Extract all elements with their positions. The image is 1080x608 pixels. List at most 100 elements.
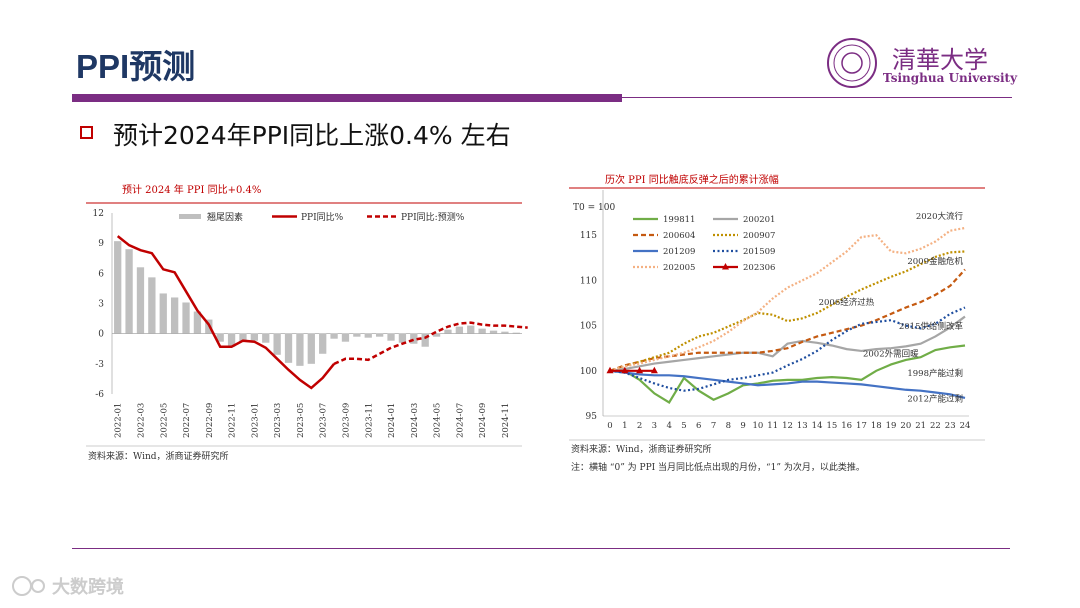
left-bar <box>262 333 270 343</box>
left-xtick-label: 2022-05 <box>159 403 169 438</box>
page-title: PPI预测 <box>76 48 196 85</box>
left-ytick-label: 12 <box>93 209 104 219</box>
left-bar <box>125 249 133 334</box>
right-legend-label: 201509 <box>743 247 775 257</box>
left-bar <box>307 333 315 364</box>
left-bar <box>319 333 327 354</box>
right-annotation: 2012产能过剩 <box>907 394 963 405</box>
left-bar <box>489 330 498 334</box>
right-xtick-label: 21 <box>915 421 926 431</box>
chart-ppi-forecast: 预计 2024 年 PPI 同比+0.4% 翘尾因素 PPI同比% PPI同比:… <box>86 183 528 462</box>
tsinghua-logo: 清華大学 Tsinghua University <box>827 38 1018 88</box>
left-xtick-label: 2024-11 <box>501 403 511 438</box>
legend-swatch-bars <box>179 214 201 219</box>
right-xtick-label: 8 <box>726 421 731 431</box>
left-ppi-line <box>116 235 336 390</box>
left-bar <box>444 329 452 334</box>
right-xtick-label: 12 <box>782 421 793 431</box>
subtitle: 预计2024年PPI同比上涨0.4% 左右 <box>113 121 511 150</box>
right-ytick-label: 100 <box>580 367 597 377</box>
right-xtick-label: 17 <box>856 421 867 431</box>
left-xtick-label: 2023-09 <box>341 403 351 438</box>
left-xtick-label: 2024-01 <box>387 403 397 438</box>
right-xtick-label: 14 <box>812 421 823 431</box>
right-legend-label: 202005 <box>663 263 695 273</box>
right-xtick-label: 13 <box>797 421 808 431</box>
right-ytick-label: 105 <box>580 322 597 332</box>
right-legend-label: 201209 <box>663 247 695 257</box>
left-bar <box>410 333 418 344</box>
right-annotation: 2006经济过热 <box>819 297 875 308</box>
left-bar <box>182 302 190 334</box>
right-legend-label: 200907 <box>743 231 775 241</box>
left-bar <box>467 325 475 334</box>
left-bar <box>387 333 395 341</box>
watermark-text: 大数跨境 <box>52 576 124 598</box>
right-series-200907 <box>609 250 966 372</box>
left-forecast-line <box>333 321 528 365</box>
left-bar <box>296 333 304 366</box>
right-xtick-label: 19 <box>886 421 897 431</box>
left-xtick-label: 2024-03 <box>410 403 420 438</box>
left-bar <box>227 333 236 347</box>
left-xtick-label: 2023-07 <box>319 403 329 438</box>
left-xtick-label: 2022-09 <box>205 403 215 438</box>
left-bar <box>239 333 247 342</box>
left-ytick-label: 0 <box>98 330 104 340</box>
left-bar <box>432 333 441 337</box>
legend-label-ppi: PPI同比% <box>301 211 344 223</box>
left-bar <box>398 333 407 343</box>
right-xtick-label: 7 <box>711 421 716 431</box>
right-xtick-label: 2 <box>637 421 642 431</box>
left-ytick-label: 9 <box>98 239 104 249</box>
chart-ppi-cumulative: 历次 PPI 同比触底反弹之后的累计涨幅 T0 = 100 1151101051… <box>569 173 985 473</box>
left-xtick-label: 2023-01 <box>250 403 260 438</box>
header-rule <box>622 97 1012 98</box>
right-xtick-label: 4 <box>666 421 671 431</box>
left-bar <box>250 333 259 341</box>
right-xtick-label: 10 <box>753 421 764 431</box>
right-marker-202306 <box>636 366 644 374</box>
right-xtick-label: 23 <box>945 421 956 431</box>
right-xtick-label: 22 <box>930 421 941 431</box>
right-xtick-label: 3 <box>652 421 657 431</box>
right-series-199811 <box>610 344 966 404</box>
left-xtick-label: 2022-01 <box>114 403 124 438</box>
legend-label-forecast: PPI同比:预测% <box>401 211 465 223</box>
right-annotation: 2009金融危机 <box>907 256 963 267</box>
right-ytick-label: 95 <box>586 412 598 422</box>
right-series-202005 <box>609 226 966 372</box>
left-bar <box>353 333 361 337</box>
right-marker-202306 <box>650 366 658 374</box>
left-xtick-label: 2023-03 <box>273 403 283 438</box>
right-xtick-label: 11 <box>767 421 778 431</box>
right-xtick-label: 5 <box>681 421 686 431</box>
right-annotation: 1998产能过剩 <box>907 368 963 379</box>
left-bar <box>512 332 520 334</box>
left-ytick-label: -3 <box>95 360 104 370</box>
left-bar <box>341 333 350 342</box>
chart-right-ylabel: T0 = 100 <box>573 203 615 213</box>
bullet-square-icon <box>80 126 93 139</box>
right-xtick-label: 15 <box>826 421 837 431</box>
left-bar <box>478 328 486 334</box>
right-xtick-label: 0 <box>607 421 612 431</box>
logo-cn-text: 清華大学 <box>892 46 988 74</box>
left-bar <box>375 333 384 337</box>
right-xtick-label: 6 <box>696 421 701 431</box>
left-bar <box>421 333 429 347</box>
left-xtick-label: 2023-11 <box>364 403 374 438</box>
left-bar <box>159 293 167 334</box>
left-ytick-label: 3 <box>98 300 104 310</box>
left-bar <box>330 333 338 339</box>
watermark: 大数跨境 <box>12 576 124 598</box>
right-ytick-label: 110 <box>580 276 597 286</box>
right-xtick-label: 20 <box>900 421 911 431</box>
right-series-200604 <box>609 268 966 372</box>
right-annotation: 2002外需回暖 <box>863 348 919 359</box>
chart-right-source: 资料来源：Wind，浙商证券研究所 <box>571 443 712 455</box>
left-xtick-label: 2024-05 <box>433 403 443 438</box>
right-legend-marker <box>722 263 729 270</box>
right-legend-label: 200201 <box>743 215 775 225</box>
left-xtick-label: 2024-09 <box>478 403 488 438</box>
